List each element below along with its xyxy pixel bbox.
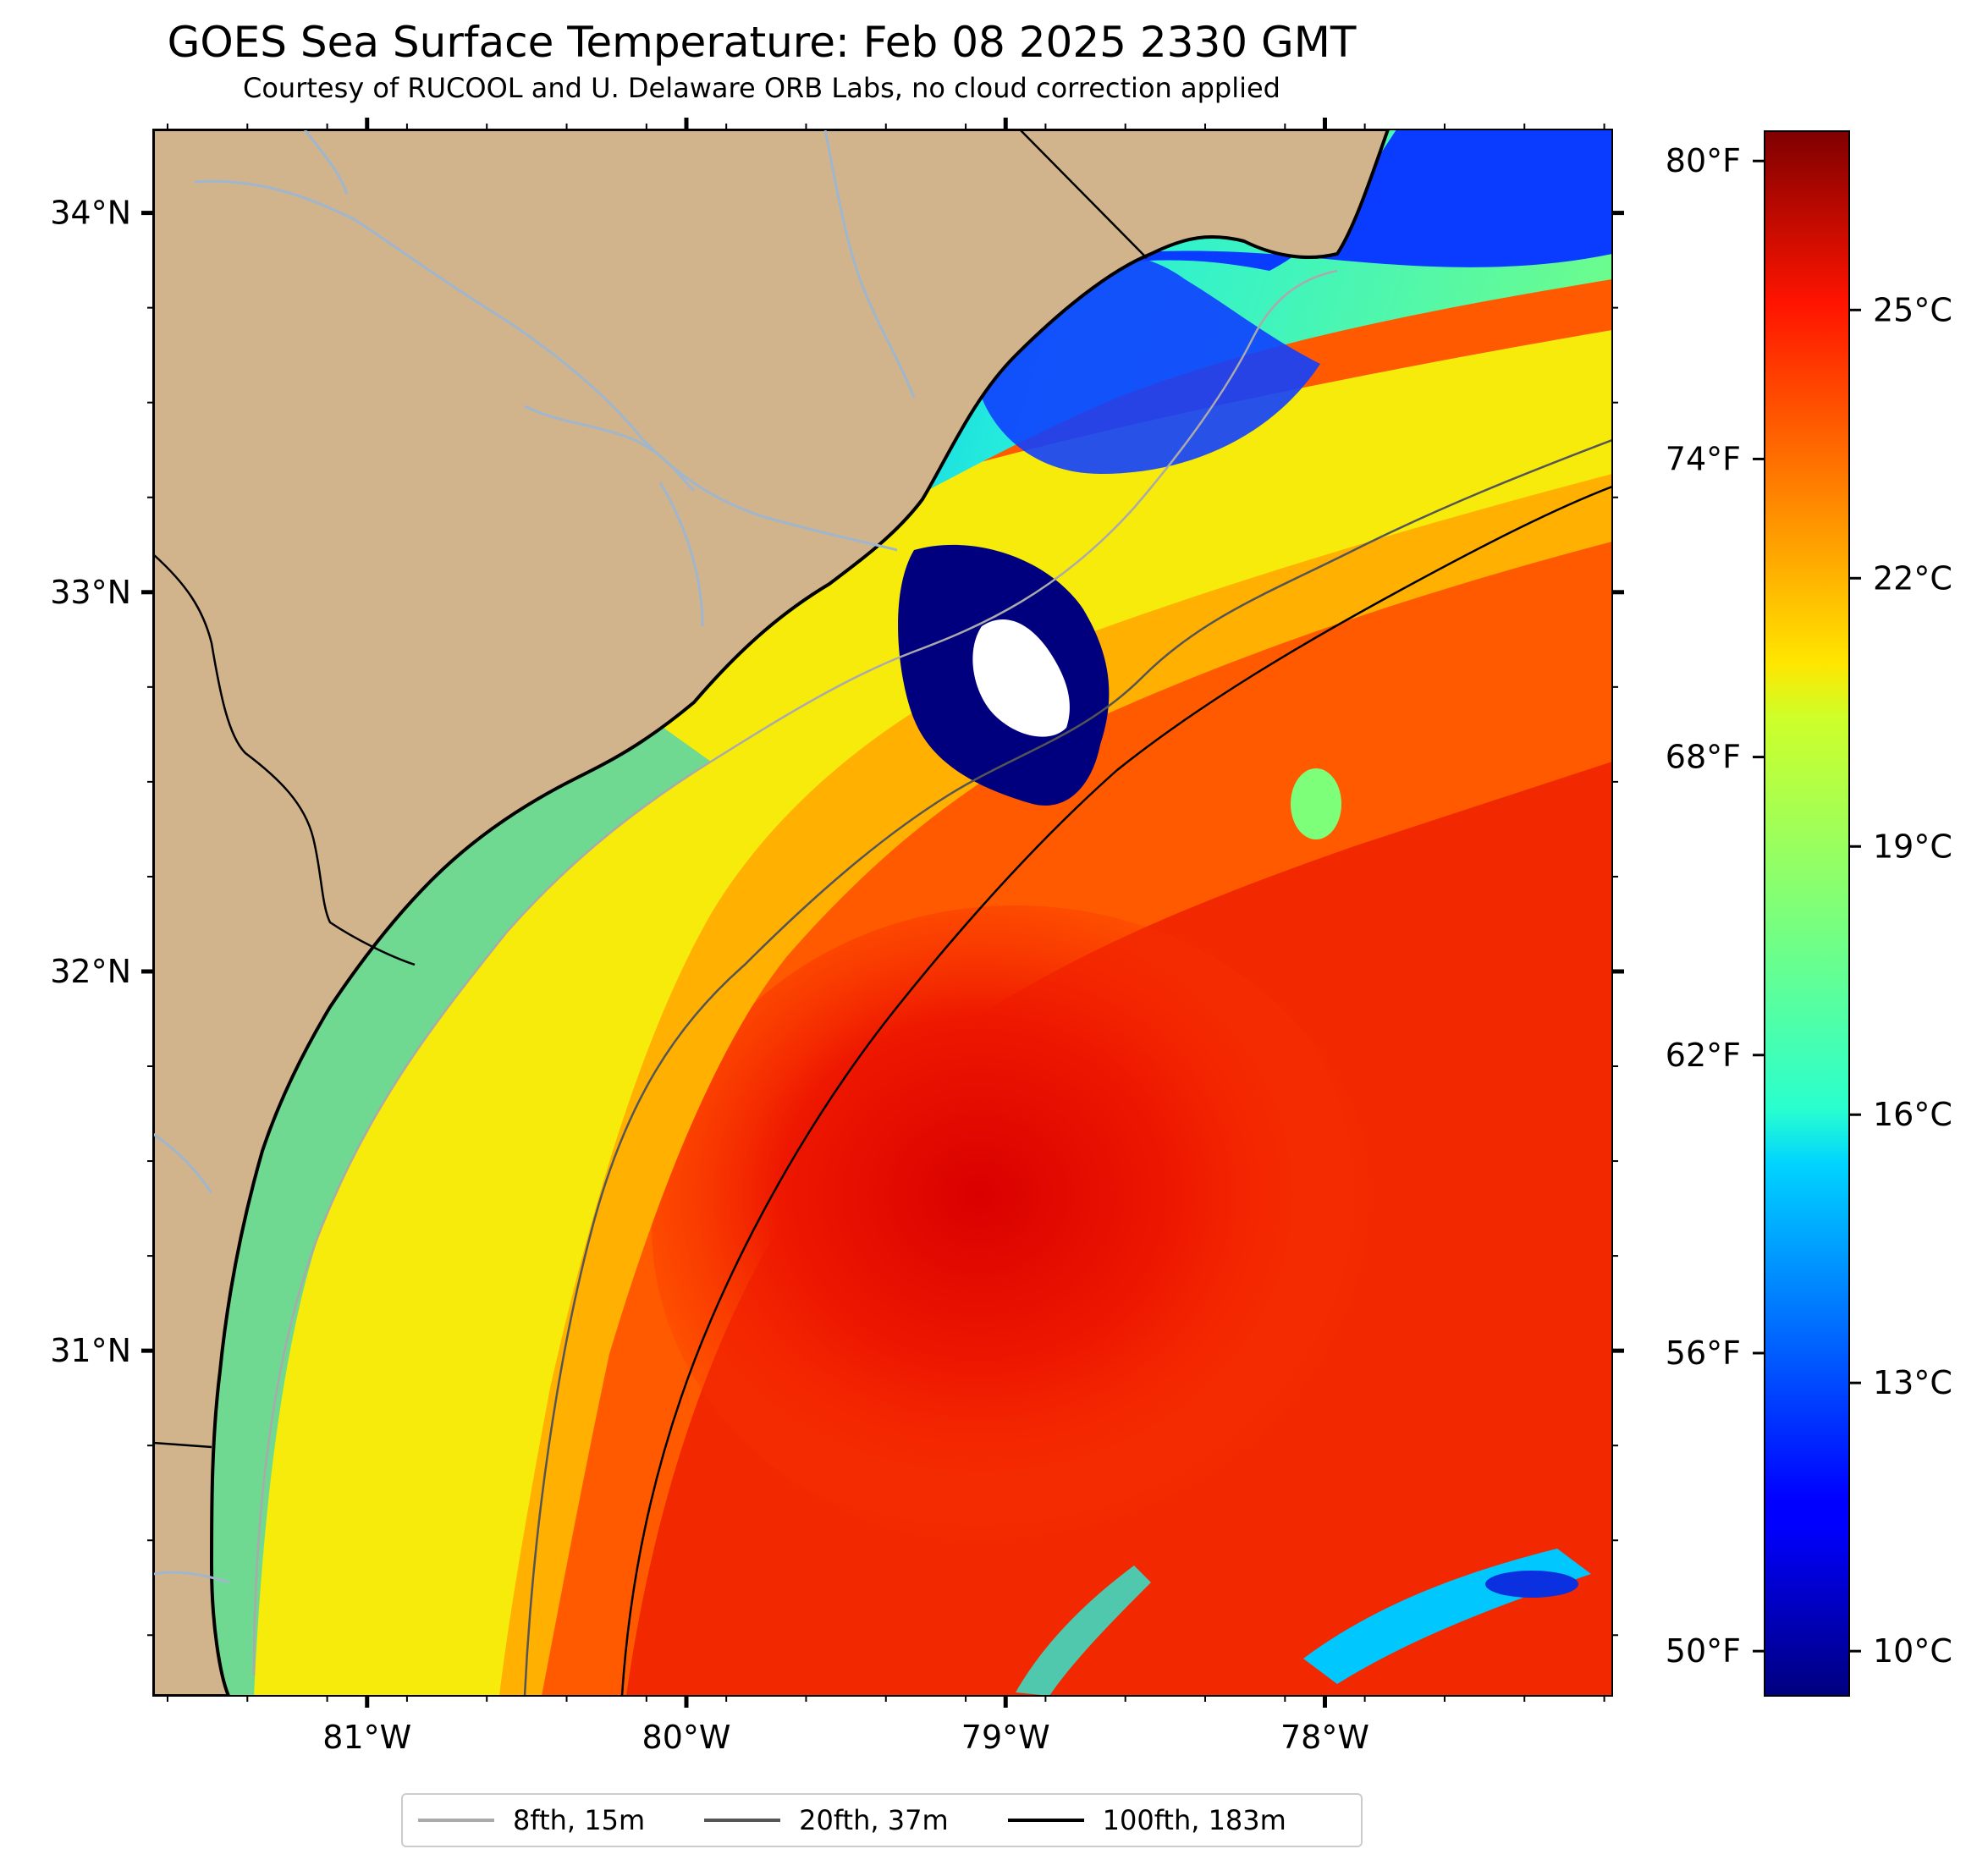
legend-label-100fth: 100fth, 183m: [1102, 1804, 1286, 1836]
land-coastline: [153, 129, 1390, 1696]
legend-item-100fth: 100fth, 183m: [1007, 1804, 1286, 1836]
celsius-tick-label: 10°C: [1873, 1632, 1952, 1670]
fahrenheit-tick-label: 68°F: [1666, 739, 1741, 776]
green-eddy: [1291, 768, 1341, 839]
fahrenheit-tick-label: 56°F: [1666, 1334, 1741, 1372]
lat-tick-label: 34°N: [50, 195, 131, 232]
legend-item-20fth: 20fth, 37m: [704, 1804, 949, 1836]
no-data-cloud: [972, 619, 1070, 737]
lon-tick-label: 81°W: [322, 1719, 411, 1756]
cold-filament-core: [1485, 1571, 1578, 1598]
lon-tick-label: 78°W: [1280, 1719, 1369, 1756]
map-frame: [152, 129, 1613, 1697]
legend-item-8fth: 8fth, 15m: [418, 1804, 645, 1836]
longitude-axis: 81°W 80°W 79°W 78°W: [166, 118, 1605, 1756]
celsius-tick-label: 25°C: [1873, 291, 1952, 328]
isobath-20fth: [523, 438, 1612, 1696]
isobath-100fth: [620, 485, 1612, 1696]
rivers: [153, 129, 916, 1584]
fahrenheit-tick-label: 74°F: [1666, 440, 1741, 477]
isobath-8fth: [252, 269, 1338, 1676]
map-area: [153, 129, 1612, 1696]
fahrenheit-tick-label: 80°F: [1666, 142, 1741, 179]
lat-tick-label: 31°N: [50, 1332, 131, 1369]
legend-label-8fth: 8fth, 15m: [513, 1804, 646, 1836]
lon-tick-label: 80°W: [642, 1719, 731, 1756]
warm-core: [652, 905, 1379, 1549]
colorbar: [1764, 130, 1850, 1697]
chart-title: GOES Sea Surface Temperature: Feb 08 202…: [167, 18, 1357, 67]
chart-subtitle: Courtesy of RUCOOL and U. Delaware ORB L…: [243, 72, 1280, 104]
legend-swatch-8fth: [418, 1819, 494, 1822]
state-borders: [153, 129, 1148, 1449]
minor-filament: [1016, 1566, 1151, 1696]
colorbar-fahrenheit-axis: 50°F 56°F 62°F 68°F 74°F 80°F: [1666, 142, 1765, 1670]
lat-tick-label: 32°N: [50, 953, 131, 990]
lat-tick-label: 33°N: [50, 574, 131, 611]
latitude-axis: 34°N 33°N 32°N 31°N: [50, 195, 1624, 1637]
celsius-tick-label: 13°C: [1873, 1364, 1952, 1401]
celsius-tick-label: 22°C: [1873, 559, 1952, 597]
celsius-tick-label: 19°C: [1873, 828, 1952, 865]
fahrenheit-tick-label: 50°F: [1666, 1632, 1741, 1670]
legend-swatch-20fth: [704, 1819, 781, 1822]
legend-label-20fth: 20fth, 37m: [799, 1804, 949, 1836]
isobath-legend: 8fth, 15m 20fth, 37m 100fth, 183m: [401, 1793, 1363, 1847]
lon-tick-label: 79°W: [961, 1719, 1050, 1756]
celsius-tick-label: 16°C: [1873, 1096, 1952, 1133]
legend-swatch-100fth: [1007, 1819, 1084, 1822]
fahrenheit-tick-label: 62°F: [1666, 1037, 1741, 1074]
colorbar-celsius-axis: 10°C 13°C 16°C 19°C 22°C 25°C: [1849, 291, 1952, 1670]
